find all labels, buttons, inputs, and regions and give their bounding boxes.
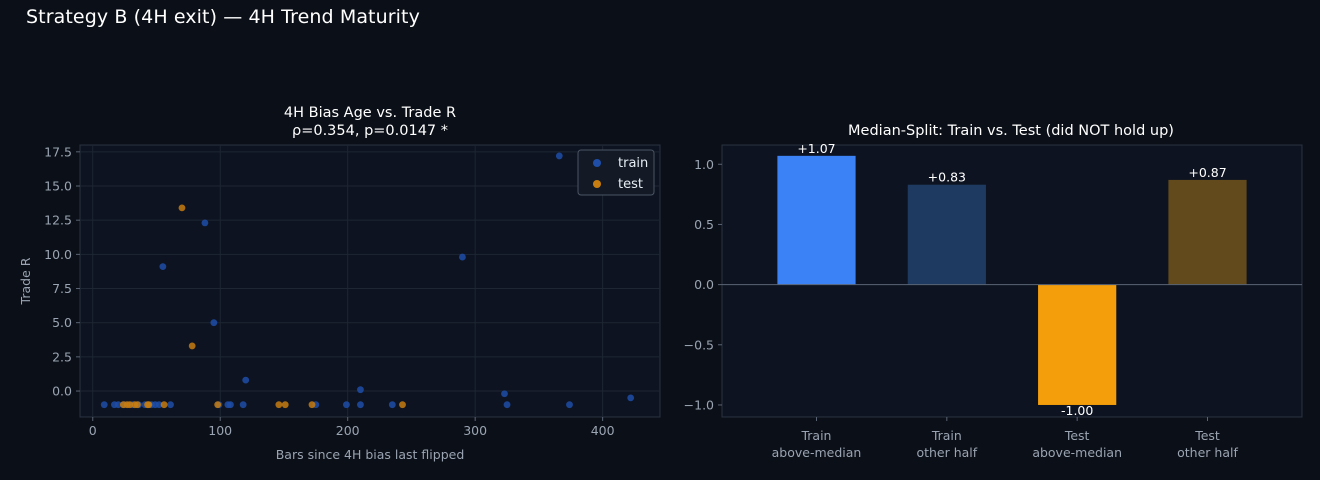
bar: [777, 155, 856, 285]
bar-category-label: Test: [1064, 428, 1090, 443]
legend-marker-test: [593, 180, 601, 188]
bar-value-label: +1.07: [797, 141, 835, 156]
bar-y-tick-label: 1.0: [694, 157, 714, 172]
bar-y-tick-label: −0.5: [684, 337, 714, 352]
scatter-point-train: [357, 401, 364, 409]
scatter-x-tick-label: 200: [336, 423, 360, 438]
scatter-panel: 0 100 200 300 400 0.0 2.5 5.0 7.5 10.0 12.5 15.0 17.…: [18, 105, 661, 462]
scatter-points: [100, 152, 635, 409]
scatter-y-tick-label: 0.0: [52, 384, 72, 399]
scatter-point-train: [566, 401, 573, 409]
scatter-point-test: [126, 401, 134, 409]
scatter-point-train: [388, 401, 396, 409]
scatter-point-train: [357, 386, 364, 394]
scatter-x-tick-label: 0: [89, 423, 97, 438]
bar-y-tick-label: 0.0: [694, 277, 714, 292]
scatter-point-test: [308, 401, 316, 409]
scatter-y-tick-label: 15.0: [44, 179, 72, 194]
scatter-x-tick-label: 300: [463, 423, 487, 438]
bar: [1168, 179, 1247, 285]
bar-axis-ticks: −1.0 −0.5 0.0 0.5 1.0 Train above-median Train o…: [684, 157, 1239, 460]
scatter-point-test: [145, 401, 153, 409]
legend-label-train: train: [618, 156, 648, 171]
bar: [907, 184, 986, 285]
bar-category-label: other half: [916, 445, 977, 460]
scatter-y-tick-label: 12.5: [44, 213, 72, 228]
scatter-point-train: [555, 152, 563, 160]
scatter-point-train: [242, 376, 250, 384]
scatter-point-test: [178, 204, 186, 212]
legend-label-test: test: [618, 177, 643, 192]
scatter-point-train: [201, 219, 209, 227]
bar-bars: +1.07 +0.83 -1.00 +0.87: [722, 141, 1302, 418]
scatter-y-axis-label: Trade R: [18, 257, 33, 305]
scatter-title: 4H Bias Age vs. Trade R: [284, 105, 456, 121]
scatter-point-train: [100, 401, 108, 409]
bar-value-label: +0.83: [928, 170, 966, 185]
scatter-point-train: [459, 253, 466, 261]
bar-category-label: Train: [800, 428, 831, 443]
legend-marker-train: [593, 159, 601, 167]
scatter-point-train: [343, 401, 350, 409]
bar-chart-title: Median-Split: Train vs. Test (did NOT ho…: [848, 123, 1174, 139]
bar-y-tick-label: 0.5: [694, 217, 714, 232]
scatter-point-train: [227, 401, 234, 409]
scatter-subtitle: ρ=0.354, p=0.0147 *: [292, 123, 448, 139]
scatter-y-tick-label: 2.5: [52, 349, 72, 364]
scatter-point-train: [114, 401, 122, 409]
scatter-point-train: [155, 401, 163, 409]
scatter-point-train: [159, 263, 167, 271]
scatter-point-test: [399, 401, 406, 409]
scatter-point-test: [188, 342, 196, 350]
bar-value-label: +0.87: [1188, 165, 1226, 180]
scatter-point-train: [627, 394, 635, 402]
bar: [1038, 284, 1117, 405]
scatter-y-tick-label: 17.5: [44, 144, 72, 159]
scatter-point-test: [214, 401, 222, 409]
bar-category-label: Test: [1194, 428, 1220, 443]
scatter-x-axis-label: Bars since 4H bias last flipped: [276, 447, 465, 462]
scatter-point-test: [160, 401, 168, 409]
scatter-point-train: [210, 319, 218, 327]
scatter-x-tick-label: 100: [208, 423, 232, 438]
scatter-x-tick-label: 400: [591, 423, 615, 438]
figure-title: Strategy B (4H exit) — 4H Trend Maturity: [26, 6, 420, 28]
scatter-y-tick-label: 10.0: [44, 247, 72, 262]
scatter-plot-area: [79, 144, 661, 418]
bar-category-label: Train: [931, 428, 962, 443]
scatter-axis-ticks: 0 100 200 300 400 0.0 2.5 5.0 7.5 10.0 12.5 15.0 17.…: [44, 144, 614, 438]
scatter-point-test: [281, 401, 289, 409]
scatter-legend: train test: [577, 149, 655, 196]
bar-category-label: other half: [1177, 445, 1238, 460]
scatter-point-test: [275, 401, 283, 409]
scatter-point-train: [239, 401, 247, 409]
bar-value-label: -1.00: [1061, 403, 1093, 418]
bar-category-label: above-median: [772, 445, 862, 460]
bar-category-label: above-median: [1032, 445, 1122, 460]
scatter-point-test: [133, 401, 141, 409]
scatter-y-tick-label: 5.0: [52, 315, 72, 330]
scatter-point-train: [501, 390, 508, 398]
scatter-point-train: [503, 401, 511, 409]
bar-panel: −1.0 −0.5 0.0 0.5 1.0 Train above-median Train o…: [684, 123, 1303, 460]
bar-y-tick-label: −1.0: [684, 397, 714, 412]
scatter-y-tick-label: 7.5: [52, 281, 72, 296]
scatter-point-train: [167, 401, 174, 409]
